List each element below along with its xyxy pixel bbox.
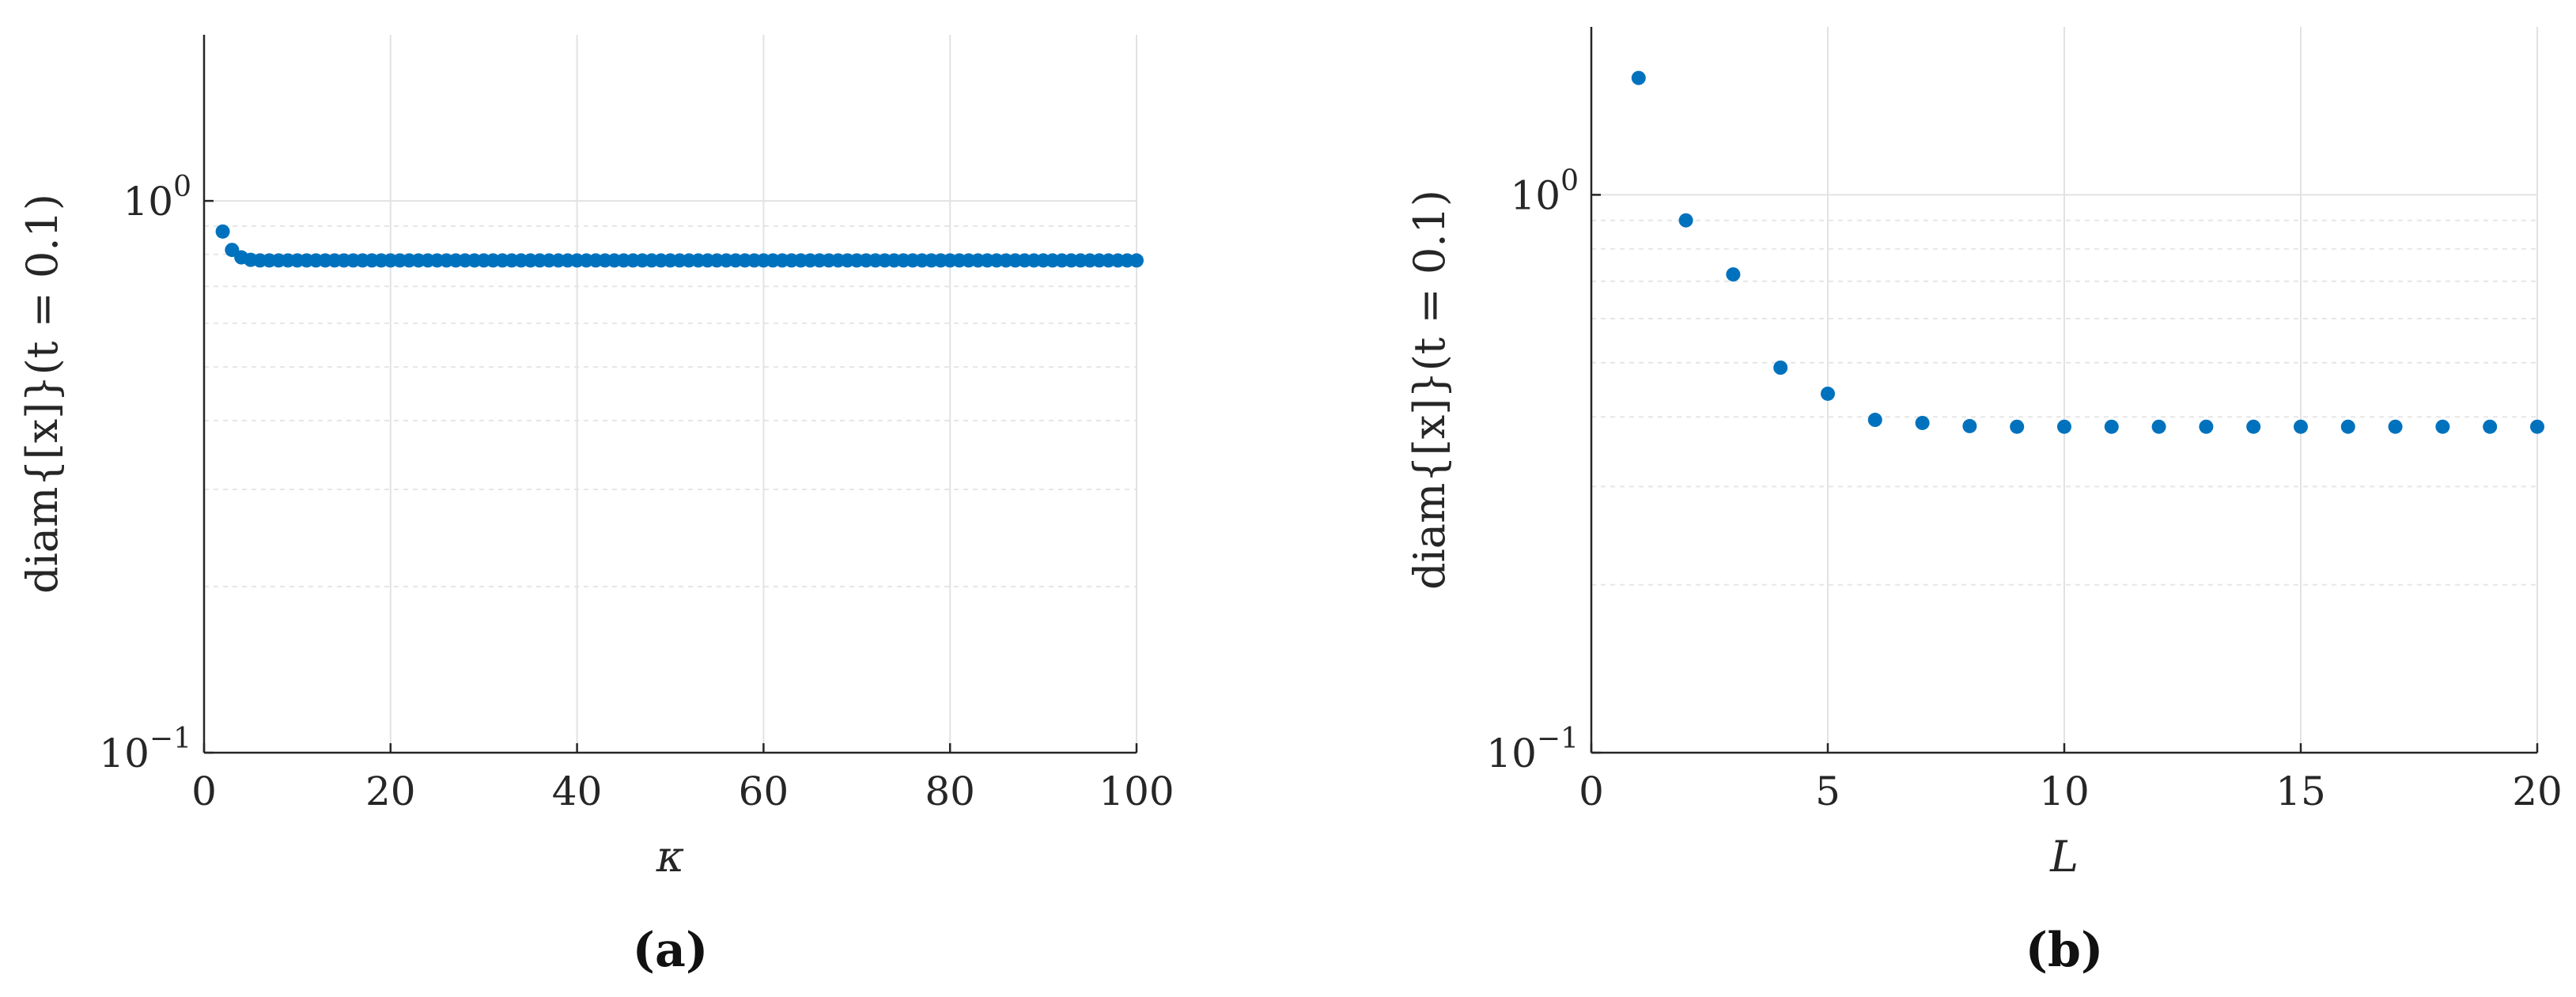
panel-a-x-tick-label: 20 <box>365 769 416 814</box>
panel-b-y-tick-exponent: 0 <box>1560 164 1579 197</box>
panel-b-data-point <box>1962 418 1977 433</box>
panel-b-x-tick-label: 20 <box>2512 769 2563 814</box>
panel-a-y-tick-base: 10 <box>123 179 173 225</box>
panel-b-x-tick-label: 15 <box>2275 769 2326 814</box>
panel-a-x-tick-label: 80 <box>925 769 975 814</box>
panel-a-x-tick-label: 0 <box>191 769 217 814</box>
panel-b-data-point <box>1631 70 1646 85</box>
panel-b-data-point <box>2435 419 2450 434</box>
panel-a-y-tick-exponent: −1 <box>149 723 191 755</box>
panel-b-y-tick-label: 100 <box>1510 164 1579 218</box>
panel-a-y-tick-label: 10−1 <box>99 723 191 776</box>
panel-a-y-tick-base: 10 <box>99 731 149 776</box>
panel-b-data-point <box>2199 419 2214 434</box>
panel-b-data-point <box>2388 419 2403 434</box>
panel-a-y-axis-label: diam{[x]}(t = 0.1) <box>17 194 67 594</box>
panel-b-data-point <box>2483 419 2498 434</box>
panel-b-y-axis-label: diam{[x]}(t = 0.1) <box>1405 190 1454 590</box>
panel-b-data-point <box>1915 415 1930 430</box>
panel-b-x-tick-label: 0 <box>1579 769 1604 814</box>
panel-b-data-point <box>2010 419 2025 434</box>
panel-b-data-point <box>2340 419 2355 434</box>
panel-a-y-tick-exponent: 0 <box>173 171 191 203</box>
panel-a-data-point <box>1129 253 1144 268</box>
panel-b-data-point <box>2530 419 2544 434</box>
panel-a-caption: (a) <box>633 923 709 978</box>
panel-a-x-tick-label: 60 <box>739 769 789 814</box>
panel-b-data-point <box>2104 419 2119 434</box>
panel-b-data-point <box>2294 419 2308 434</box>
panel-b-x-tick-label: 5 <box>1815 769 1840 814</box>
panel-b-y-tick-base: 10 <box>1510 172 1560 218</box>
panel-b-data-point <box>1821 386 1835 401</box>
panel-b-y-tick-base: 10 <box>1486 731 1537 776</box>
panel-b-y-tick-exponent: −1 <box>1537 723 1579 755</box>
panel-a-data-point <box>215 224 230 239</box>
panel-b-data-point <box>2057 419 2071 434</box>
panel-b-x-axis-label: L <box>2049 832 2079 882</box>
panel-b-caption: (b) <box>2026 923 2104 978</box>
panel-a-y-tick-label: 100 <box>123 171 191 225</box>
panel-b-x-tick-label: 10 <box>2039 769 2090 814</box>
panel-b-y-tick-label: 10−1 <box>1486 723 1579 776</box>
panel-a-x-tick-label: 100 <box>1099 769 1174 814</box>
panel-a-x-axis-label: κ <box>656 832 684 882</box>
panel-a-x-tick-label: 40 <box>552 769 603 814</box>
panel-b-data-point <box>2151 419 2166 434</box>
panel-b-data-point <box>1678 213 1693 228</box>
panel-b-data-point <box>2246 419 2261 434</box>
panel-b-data-point <box>1867 413 1882 428</box>
panel-b-data-point <box>1726 267 1741 282</box>
panel-b-data-point <box>1773 361 1788 376</box>
